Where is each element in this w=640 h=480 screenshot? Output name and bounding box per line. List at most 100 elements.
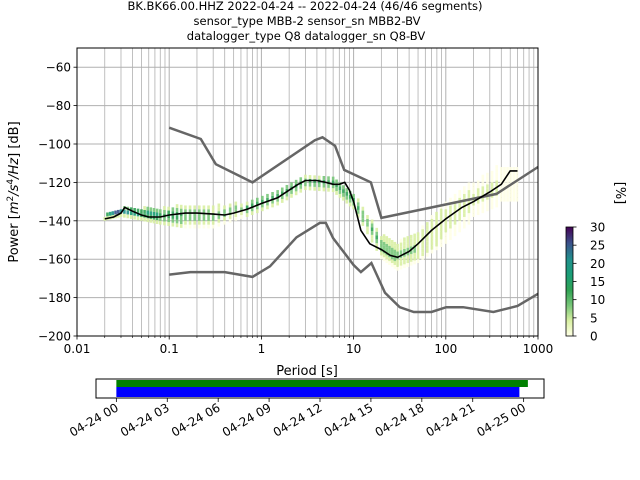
psd-cell <box>322 176 326 180</box>
psd-cell <box>481 197 485 202</box>
colorbar: 0 5 10 15 20 25 30 [%] <box>565 182 627 344</box>
time-tick-label: 04-24 12 <box>271 400 325 439</box>
psd-cell <box>430 218 434 223</box>
psd-cell <box>382 257 386 262</box>
psd-cell <box>406 259 410 264</box>
psd-cell <box>152 219 156 224</box>
psd-cell <box>416 251 420 256</box>
psd-cell <box>352 205 355 210</box>
psd-cell <box>439 208 443 213</box>
psd-cell <box>416 236 420 240</box>
psd-cell <box>472 209 475 214</box>
psd-cell <box>390 251 394 256</box>
psd-cell <box>495 199 498 204</box>
psd-cell <box>198 216 201 221</box>
psd-cell <box>403 241 406 246</box>
x-tick-label: 0.01 <box>64 342 91 356</box>
psd-cell <box>430 238 434 242</box>
psd-cell <box>413 248 416 253</box>
psd-cell <box>421 225 424 230</box>
psd-cell <box>375 227 379 232</box>
psd-cell <box>370 219 374 224</box>
psd-cell <box>331 188 335 192</box>
psd-cell <box>409 234 413 239</box>
psd-cell <box>444 205 448 210</box>
psd-cell <box>171 215 175 219</box>
psd-cell <box>512 186 516 191</box>
psd-cell <box>234 213 238 217</box>
psd-cell <box>463 220 466 225</box>
psd-cell <box>444 240 448 244</box>
psd-cell <box>449 236 452 240</box>
psd-cell <box>385 255 389 260</box>
psd-cell <box>435 223 438 228</box>
psd-cell <box>506 197 509 202</box>
psd-cell <box>430 230 434 235</box>
psd-cell <box>512 190 516 194</box>
psd-cell <box>503 193 506 198</box>
psd-cell <box>486 184 489 189</box>
psd-cell <box>198 209 201 214</box>
psd-cell <box>143 217 146 222</box>
psd-cell <box>143 209 146 214</box>
psd-cell <box>331 176 335 181</box>
psd-cell <box>458 205 461 210</box>
psd-cell <box>152 211 156 216</box>
psd-cell <box>366 218 369 223</box>
psd-cell <box>515 170 519 175</box>
psd-mode-line <box>104 170 518 259</box>
psd-cell <box>345 192 349 196</box>
psd-cell <box>266 201 269 206</box>
psd-cell <box>116 213 120 218</box>
psd-cell <box>245 205 249 210</box>
psd-cell <box>503 174 506 179</box>
psd-cell <box>444 220 448 225</box>
psd-cell <box>463 209 466 214</box>
psd-cell <box>380 240 383 244</box>
time-tick-label: 04-24 09 <box>220 400 274 439</box>
psd-cell <box>506 167 509 171</box>
psd-cell <box>430 222 434 227</box>
psd-cell <box>158 209 162 214</box>
psd-cell <box>245 201 249 206</box>
psd-cell <box>495 203 498 208</box>
psd-cell <box>481 190 485 194</box>
title-line-1: BK.BK66.00.HHZ 2022-04-24 -- 2022-04-24 … <box>127 0 482 13</box>
psd-cell <box>413 252 416 257</box>
psd-cell <box>458 193 461 198</box>
psd-cell <box>123 213 126 218</box>
psd-cell <box>152 208 156 212</box>
psd-cell <box>486 195 489 200</box>
colorbar-tick-label: 0 <box>590 330 598 344</box>
psd-cell <box>409 254 413 258</box>
psd-cell <box>198 224 201 229</box>
psd-cell <box>250 207 254 212</box>
psd-cell <box>467 186 471 191</box>
psd-cell <box>382 253 386 258</box>
psd-cell <box>476 199 480 204</box>
psd-cell <box>444 228 448 233</box>
psd-cell <box>500 193 503 198</box>
psd-cell <box>393 249 397 254</box>
colorbar-ticks: 0 5 10 15 20 25 30 <box>573 221 605 344</box>
psd-cell <box>385 243 389 248</box>
psd-cell <box>406 236 410 240</box>
psd-cell <box>399 238 403 243</box>
psd-cell <box>380 255 383 260</box>
psd-cell <box>271 195 274 200</box>
psd-cell <box>188 216 192 221</box>
psd-cell <box>146 210 150 215</box>
psd-cell <box>179 208 183 213</box>
psd-cell <box>175 215 179 220</box>
psd-cell <box>202 205 206 210</box>
psd-cell <box>409 261 413 266</box>
psd-cell <box>211 213 215 217</box>
psd-cell <box>500 174 503 179</box>
psd-cell <box>403 256 406 261</box>
psd-cell <box>490 197 494 202</box>
psd-cell <box>327 187 330 192</box>
psd-cell <box>396 259 399 264</box>
psd-cell <box>342 185 345 190</box>
psd-cell <box>503 190 506 194</box>
psd-cell <box>361 210 365 215</box>
